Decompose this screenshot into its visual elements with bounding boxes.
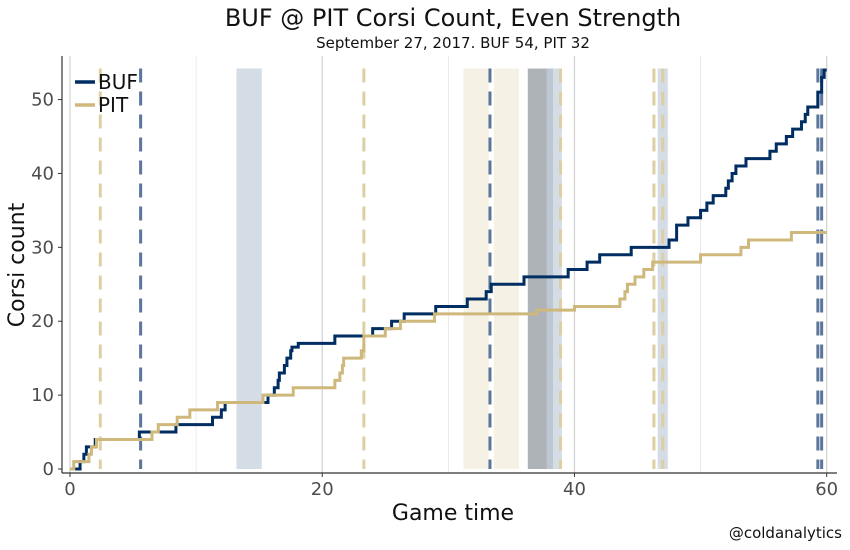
chart-title: BUF @ PIT Corsi Count, Even Strength [225, 4, 681, 32]
plot-panel [62, 56, 837, 473]
goal-markers [98, 68, 824, 469]
legend: BUF PIT [75, 70, 138, 117]
legend-label-pit: PIT [98, 93, 129, 117]
legend-label-buf: BUF [98, 70, 138, 94]
series-lines [70, 68, 827, 471]
x-tick-label: 40 [563, 479, 586, 500]
y-axis-title: Corsi count [5, 202, 30, 327]
y-tick-label: 40 [31, 163, 54, 184]
axis-ticks: 0 20 40 60 0 10 20 30 40 50 [31, 90, 838, 500]
penalty-bands [236, 68, 668, 470]
penalty-band-buf [546, 68, 562, 470]
penalty-band-buf [236, 68, 262, 470]
y-tick-label: 0 [43, 459, 54, 480]
credit-text: @coldanalytics [729, 524, 842, 542]
y-tick-label: 50 [31, 90, 54, 111]
x-tick-label: 0 [64, 479, 75, 500]
x-tick-label: 20 [311, 479, 334, 500]
grid-lines [69, 56, 828, 473]
penalty-band-pit [463, 68, 489, 470]
x-axis-title: Game time [392, 501, 514, 526]
y-tick-label: 10 [31, 385, 54, 406]
penalty-band-buf [657, 68, 668, 470]
chart-subtitle: September 27, 2017. BUF 54, PIT 32 [316, 34, 590, 52]
y-tick-label: 30 [31, 237, 54, 258]
y-tick-label: 20 [31, 311, 54, 332]
x-tick-label: 60 [815, 479, 838, 500]
series-line-pit [70, 231, 827, 471]
penalty-band-pit [493, 68, 519, 470]
